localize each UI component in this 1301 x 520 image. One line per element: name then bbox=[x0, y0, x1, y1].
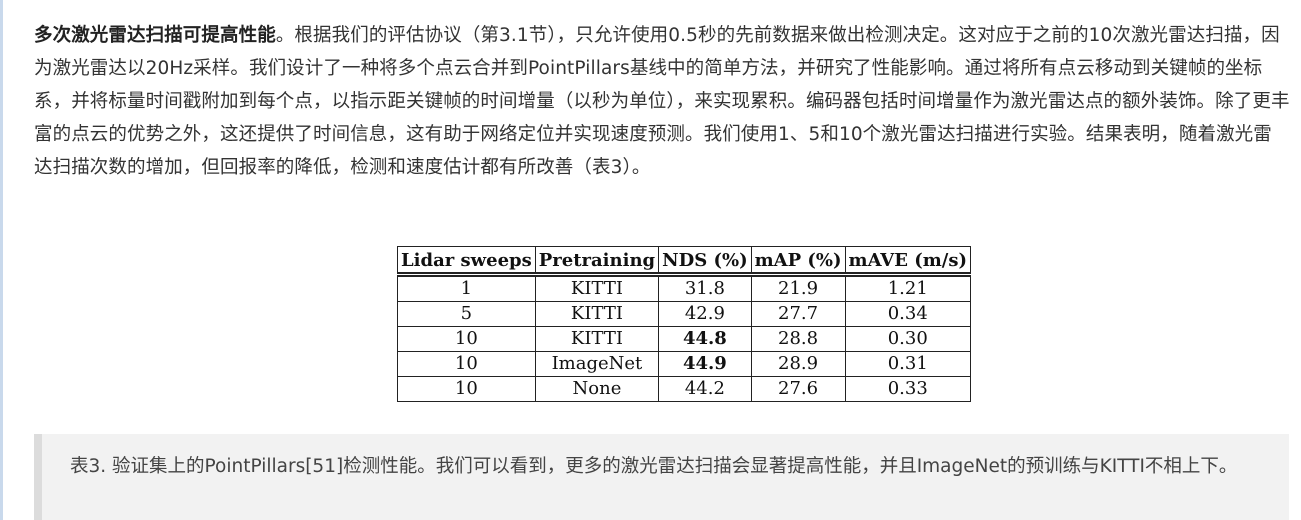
cell-sweeps: 10 bbox=[397, 351, 536, 377]
cell-pretraining: KITTI bbox=[534, 301, 660, 327]
paragraph-body: 。根据我们的评估协议（第3.1节），只允许使用0.5秒的先前数据来做出检测决定。… bbox=[34, 25, 1290, 178]
body-paragraph: 多次激光雷达扫描可提高性能。根据我们的评估协议（第3.1节），只允许使用0.5秒… bbox=[34, 19, 1290, 184]
cell-pretraining: None bbox=[534, 376, 660, 402]
cell-pretraining: KITTI bbox=[534, 274, 660, 302]
table-row: 5 KITTI 42.9 27.7 0.34 bbox=[397, 301, 972, 327]
results-table: Lidar sweeps Pretraining NDS (%) mAP (%)… bbox=[397, 246, 972, 402]
cell-map: 27.7 bbox=[750, 301, 846, 327]
cell-sweeps: 10 bbox=[397, 326, 536, 352]
left-edge-bar bbox=[0, 0, 3, 520]
cell-map: 28.9 bbox=[750, 351, 846, 377]
table-row: 10 ImageNet 44.9 28.9 0.31 bbox=[397, 351, 972, 377]
cell-sweeps: 1 bbox=[397, 274, 536, 302]
table-header-row: Lidar sweeps Pretraining NDS (%) mAP (%)… bbox=[397, 246, 972, 275]
cell-nds: 31.8 bbox=[658, 274, 752, 302]
cell-map: 21.9 bbox=[750, 274, 846, 302]
cell-nds-best: 44.8 bbox=[658, 326, 752, 352]
header-nds: NDS (%) bbox=[658, 246, 752, 275]
paragraph-lead: 多次激光雷达扫描可提高性能 bbox=[34, 25, 276, 46]
cell-pretraining: KITTI bbox=[534, 326, 660, 352]
cell-nds: 42.9 bbox=[658, 301, 752, 327]
cell-nds: 44.2 bbox=[658, 376, 752, 402]
cell-map: 27.6 bbox=[750, 376, 846, 402]
cell-mave: 0.31 bbox=[844, 351, 972, 377]
cell-mave: 0.34 bbox=[844, 301, 972, 327]
header-pretraining: Pretraining bbox=[534, 246, 660, 275]
table-row: 1 KITTI 31.8 21.9 1.21 bbox=[397, 274, 972, 302]
cell-map: 28.8 bbox=[750, 326, 846, 352]
cell-sweeps: 5 bbox=[397, 301, 536, 327]
results-table-container: Lidar sweeps Pretraining NDS (%) mAP (%)… bbox=[397, 246, 972, 402]
cell-mave: 1.21 bbox=[844, 274, 972, 302]
cell-mave: 0.30 bbox=[844, 326, 972, 352]
cell-sweeps: 10 bbox=[397, 376, 536, 402]
table-row: 10 KITTI 44.8 28.8 0.30 bbox=[397, 326, 972, 352]
table-row: 10 None 44.2 27.6 0.33 bbox=[397, 376, 972, 402]
header-lidar-sweeps: Lidar sweeps bbox=[397, 246, 536, 275]
cell-nds-best: 44.9 bbox=[658, 351, 752, 377]
header-map: mAP (%) bbox=[750, 246, 846, 275]
cell-mave: 0.33 bbox=[844, 376, 972, 402]
cell-pretraining: ImageNet bbox=[534, 351, 660, 377]
table-caption: 表3. 验证集上的PointPillars[51]检测性能。我们可以看到，更多的… bbox=[70, 456, 1238, 477]
table-caption-box: 表3. 验证集上的PointPillars[51]检测性能。我们可以看到，更多的… bbox=[34, 434, 1289, 520]
header-mave: mAVE (m/s) bbox=[844, 246, 972, 275]
